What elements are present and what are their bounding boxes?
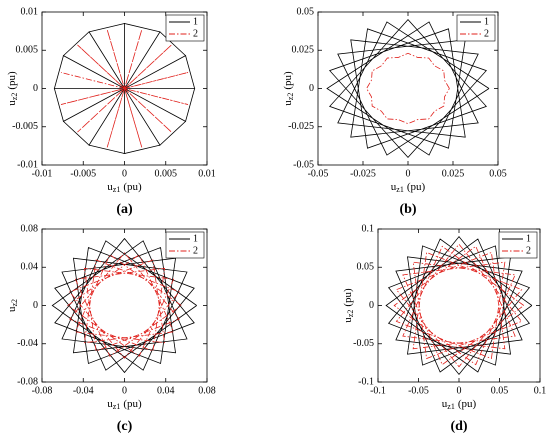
subplot: -0.01 -0.005 0 0.005 0.01 -0.01 -0.005 0 0.005 0.… bbox=[6, 6, 216, 217]
y-label-unit: (pu) bbox=[342, 288, 354, 307]
legend-label: 2 bbox=[526, 245, 531, 256]
x-label-sub: z1 bbox=[113, 402, 121, 411]
panel-label: (a) bbox=[116, 202, 133, 217]
y-tick-label: 0.05 bbox=[357, 262, 375, 273]
y-tick-label: 0.01 bbox=[21, 6, 39, 17]
y-tick-label: -0.04 bbox=[17, 338, 38, 349]
data-line bbox=[67, 252, 182, 359]
x-label-symbol: u bbox=[442, 398, 448, 410]
x-tick-label: 0.1 bbox=[534, 385, 547, 396]
x-axis-label: uz1 (pu) bbox=[107, 398, 142, 411]
legend-label: 2 bbox=[484, 28, 489, 39]
y-tick-label: -0.005 bbox=[12, 121, 38, 132]
x-axis-label: uz1 (pu) bbox=[442, 398, 477, 411]
legend-box bbox=[165, 14, 205, 42]
y-axis-label: uz2 (pu) bbox=[342, 288, 355, 323]
y-tick-label: 0.005 bbox=[16, 45, 39, 56]
legend-label: 1 bbox=[193, 233, 198, 244]
y-label-symbol: u bbox=[342, 317, 354, 323]
subplot: -0.05 -0.025 0 0.025 0.05 -0.05 -0.025 0 0.025 0.… bbox=[282, 6, 507, 217]
data-line bbox=[385, 236, 533, 375]
x-tick-label: 0.05 bbox=[489, 168, 507, 179]
x-tick-label: -0.005 bbox=[70, 168, 96, 179]
x-tick-label: -0.025 bbox=[350, 168, 376, 179]
data-line bbox=[51, 237, 197, 374]
y-tick-label: 0.1 bbox=[362, 223, 375, 234]
y-label-sub: z2 bbox=[346, 310, 355, 318]
x-label-symbol: u bbox=[107, 398, 113, 410]
y-tick-label: 0.025 bbox=[292, 45, 315, 56]
y-label-symbol: u bbox=[6, 100, 18, 106]
x-axis-label: uz1 (pu) bbox=[107, 181, 142, 194]
x-label-sub: z1 bbox=[113, 185, 121, 194]
x-tick-label: 0.04 bbox=[157, 385, 175, 396]
x-tick-label: 0 bbox=[406, 168, 411, 179]
y-axis-label: uz2 (pu) bbox=[282, 71, 295, 106]
x-tick-label: 0.025 bbox=[442, 168, 465, 179]
y-tick-label: -0.05 bbox=[353, 338, 374, 349]
y-tick-label: -0.01 bbox=[17, 159, 38, 170]
y-tick-label: 0.08 bbox=[21, 223, 39, 234]
x-label-unit: (pu) bbox=[458, 398, 477, 410]
y-tick-label: 0 bbox=[33, 300, 38, 311]
x-tick-label: 0.005 bbox=[155, 168, 178, 179]
y-axis-label: uz2 (pu) bbox=[6, 71, 19, 106]
x-axis-label: uz1 (pu) bbox=[391, 181, 426, 194]
x-label-unit: (pu) bbox=[123, 398, 142, 410]
y-tick-label: 0 bbox=[369, 300, 374, 311]
y-tick-label: 0 bbox=[309, 83, 314, 94]
y-axis-label: uz2 bbox=[6, 299, 19, 312]
x-label-unit: (pu) bbox=[123, 181, 142, 193]
y-tick-label: -0.025 bbox=[288, 121, 314, 132]
x-label-sub: z1 bbox=[396, 185, 404, 194]
x-tick-label: 0 bbox=[122, 385, 127, 396]
panel-label: (b) bbox=[399, 202, 416, 217]
y-label-symbol: u bbox=[6, 306, 18, 312]
x-tick-label: 0.01 bbox=[198, 168, 216, 179]
x-tick-label: -0.05 bbox=[408, 385, 429, 396]
legend-label: 1 bbox=[526, 233, 531, 244]
legend-label: 1 bbox=[193, 16, 198, 27]
x-tick-label: 0.08 bbox=[198, 385, 216, 396]
legend-label: 1 bbox=[484, 16, 489, 27]
panel-label: (c) bbox=[117, 419, 133, 433]
data-line bbox=[393, 243, 525, 368]
y-label-symbol: u bbox=[282, 100, 294, 106]
y-tick-label: 0 bbox=[33, 83, 38, 94]
x-label-symbol: u bbox=[107, 181, 113, 193]
y-label-sub: z2 bbox=[10, 299, 19, 307]
y-tick-label: 0.04 bbox=[21, 262, 39, 273]
legend-label: 2 bbox=[193, 245, 198, 256]
x-tick-label: 0 bbox=[457, 385, 462, 396]
x-tick-label: 0 bbox=[122, 168, 127, 179]
x-tick-label: 0.05 bbox=[491, 385, 509, 396]
y-tick-label: -0.05 bbox=[293, 159, 314, 170]
y-tick-label: -0.08 bbox=[17, 376, 38, 387]
x-tick-label: -0.05 bbox=[308, 168, 329, 179]
legend-box bbox=[165, 231, 205, 259]
y-label-unit: (pu) bbox=[6, 71, 18, 90]
data-line bbox=[326, 19, 490, 158]
x-tick-label: -0.08 bbox=[32, 385, 53, 396]
panel-label: (d) bbox=[450, 419, 467, 433]
y-tick-label: -0.1 bbox=[358, 376, 374, 387]
x-tick-label: -0.1 bbox=[370, 385, 386, 396]
legend-box bbox=[498, 231, 538, 259]
x-tick-label: -0.04 bbox=[73, 385, 94, 396]
subplot: -0.08 -0.04 0 0.04 0.08-0.08-0.0400.040.08uz… bbox=[6, 223, 216, 433]
y-label-sub: z2 bbox=[286, 93, 295, 101]
y-label-sub: z2 bbox=[10, 93, 19, 101]
x-label-unit: (pu) bbox=[407, 181, 426, 193]
x-tick-label: -0.01 bbox=[32, 168, 53, 179]
y-tick-label: 0.05 bbox=[297, 6, 315, 17]
x-label-symbol: u bbox=[391, 181, 397, 193]
legend-box bbox=[456, 14, 496, 42]
data-line bbox=[366, 52, 450, 125]
x-label-sub: z1 bbox=[447, 402, 455, 411]
y-label-unit: (pu) bbox=[282, 71, 294, 90]
data-line bbox=[60, 29, 189, 148]
legend-label: 2 bbox=[193, 28, 198, 39]
